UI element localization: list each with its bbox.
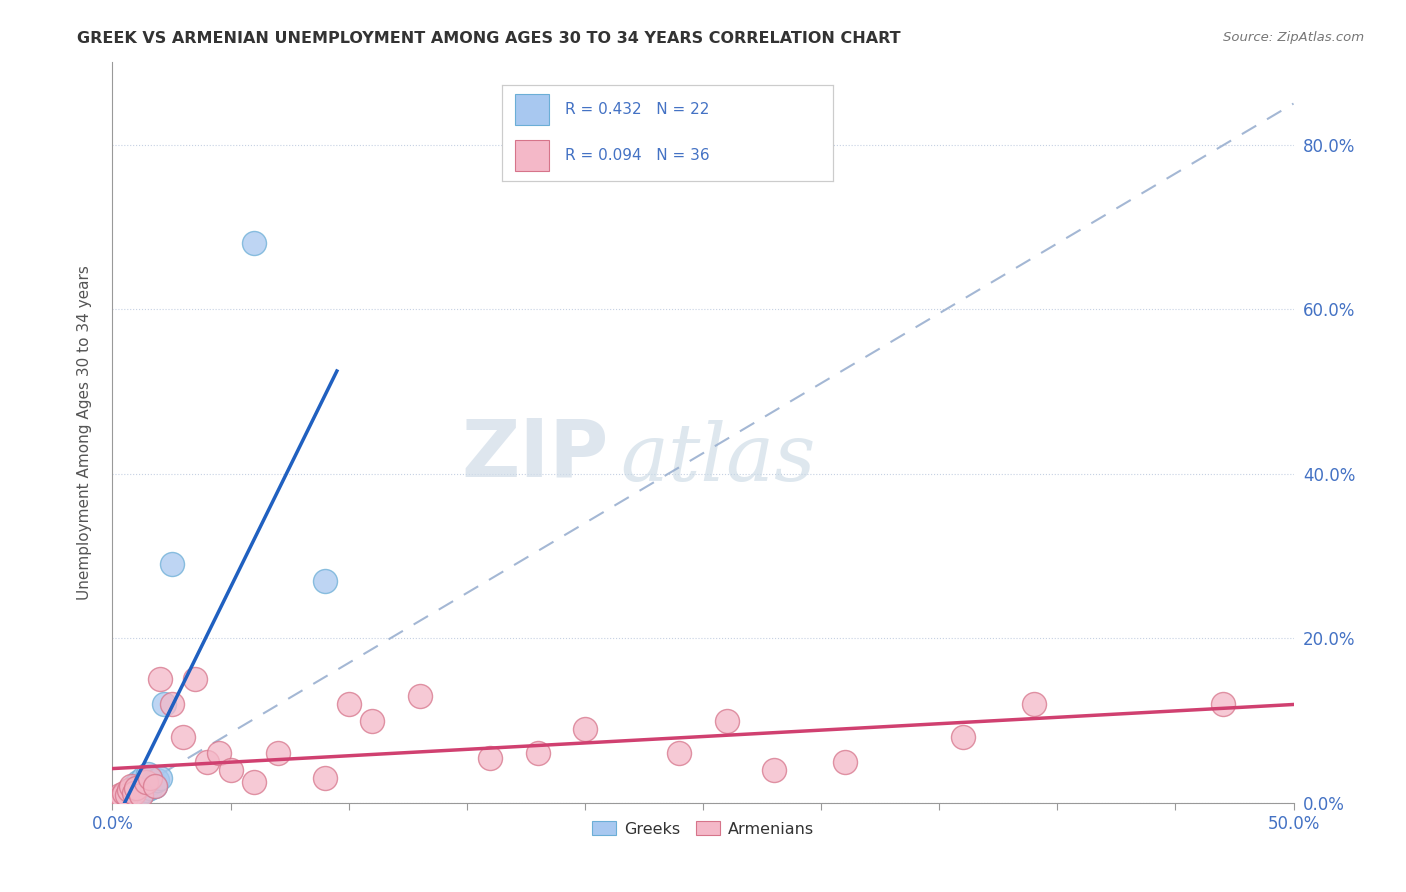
Point: [139, 780, 162, 795]
Point: [125, 783, 148, 797]
Point: [574, 722, 596, 736]
Point: [136, 767, 159, 781]
Point: [219, 763, 242, 777]
Point: [122, 786, 145, 800]
Point: [129, 786, 152, 800]
Point: [142, 775, 165, 789]
Point: [153, 697, 176, 711]
Point: [120, 780, 142, 794]
Point: [172, 730, 194, 744]
Point: [160, 697, 183, 711]
Point: [118, 783, 141, 797]
Point: [127, 775, 149, 789]
Point: [337, 697, 360, 711]
Point: [716, 714, 738, 728]
Point: [149, 673, 172, 687]
Point: [143, 780, 166, 794]
Text: GREEK VS ARMENIAN UNEMPLOYMENT AMONG AGES 30 TO 34 YEARS CORRELATION CHART: GREEK VS ARMENIAN UNEMPLOYMENT AMONG AGE…: [77, 31, 901, 46]
Point: [195, 755, 218, 769]
Point: [112, 786, 135, 800]
Point: [243, 775, 266, 789]
Point: [762, 763, 785, 777]
Point: [115, 788, 138, 802]
Text: ZIP: ZIP: [461, 416, 609, 494]
Point: [834, 755, 856, 769]
Point: [112, 788, 135, 802]
Text: atlas: atlas: [620, 420, 815, 497]
Point: [108, 788, 131, 802]
Point: [267, 747, 290, 761]
Point: [143, 780, 166, 794]
Point: [111, 789, 134, 804]
Point: [105, 791, 128, 805]
Point: [1212, 697, 1234, 711]
Point: [149, 771, 172, 785]
Point: [408, 689, 430, 703]
Point: [129, 788, 152, 802]
Point: [314, 574, 336, 588]
Point: [118, 783, 141, 797]
Point: [146, 772, 169, 787]
Y-axis label: Unemployment Among Ages 30 to 34 years: Unemployment Among Ages 30 to 34 years: [77, 265, 91, 600]
Point: [105, 791, 128, 805]
Point: [479, 750, 502, 764]
Point: [668, 747, 690, 761]
Point: [160, 558, 183, 572]
Point: [115, 786, 138, 800]
Point: [135, 783, 157, 797]
Point: [952, 730, 974, 744]
Point: [120, 788, 142, 802]
Point: [184, 673, 207, 687]
Point: [135, 775, 157, 789]
Point: [314, 771, 336, 785]
Point: [139, 771, 162, 785]
Point: [122, 780, 145, 794]
Point: [361, 714, 384, 728]
Point: [132, 771, 155, 785]
Point: [243, 236, 266, 251]
Text: Source: ZipAtlas.com: Source: ZipAtlas.com: [1223, 31, 1364, 45]
Point: [111, 789, 134, 804]
Point: [1022, 697, 1045, 711]
Point: [125, 780, 148, 795]
Point: [208, 747, 231, 761]
Legend: Greeks, Armenians: Greeks, Armenians: [585, 814, 821, 843]
Point: [526, 747, 548, 761]
